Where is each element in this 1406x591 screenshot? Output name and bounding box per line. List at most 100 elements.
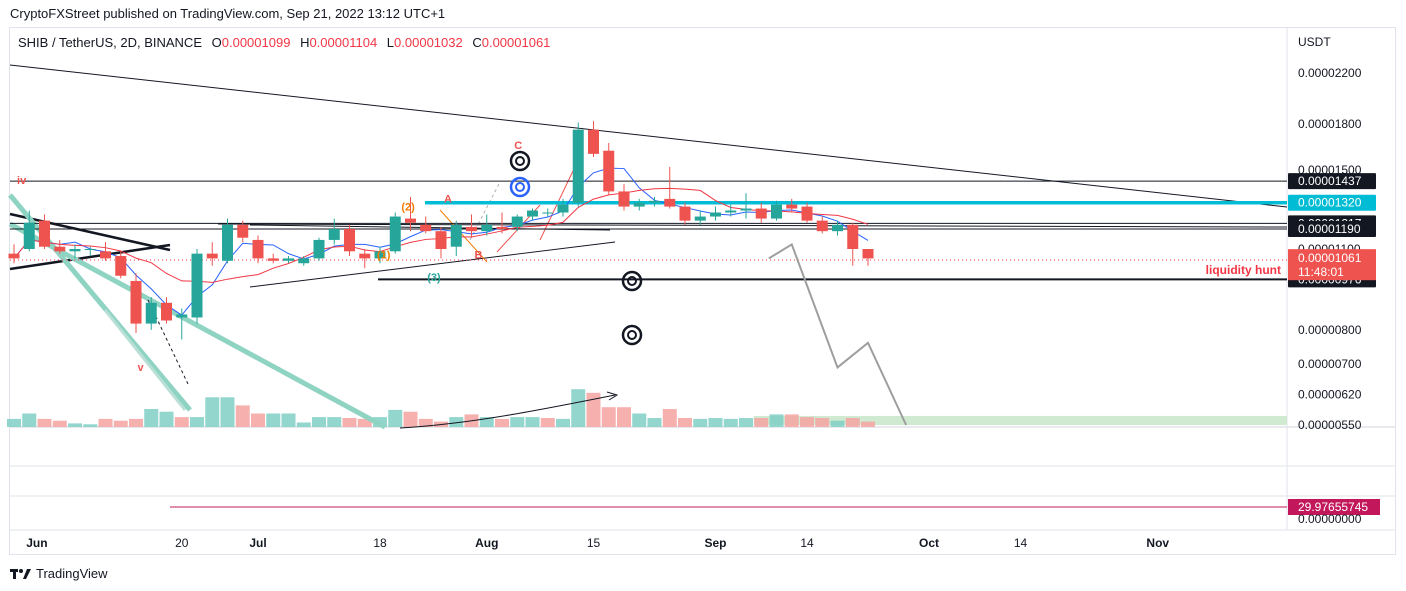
volume-bar <box>52 420 67 427</box>
volume-bar <box>540 418 555 427</box>
candle-body <box>542 212 554 214</box>
volume-bar <box>37 418 52 427</box>
candle-body <box>481 224 493 232</box>
volume-bar <box>418 418 433 427</box>
low-label: L <box>386 35 395 50</box>
volume-bar <box>693 418 708 427</box>
volume-bar <box>190 417 204 427</box>
open-label: O <box>211 35 222 50</box>
wave-label: iv <box>17 175 27 187</box>
candle-body <box>694 216 706 221</box>
level-price-badge-bg <box>1288 194 1376 211</box>
candle-body <box>206 253 218 259</box>
volume-bar <box>251 413 265 427</box>
volume-bar <box>678 418 692 427</box>
target-marker-blue <box>509 176 531 198</box>
volume-bar <box>845 418 860 427</box>
candle-body <box>786 204 798 209</box>
level-price-badge: 0.00001320 <box>1298 196 1362 210</box>
candle-body <box>603 150 615 192</box>
volume-bar <box>83 424 98 427</box>
low-value: 0.00001032 <box>394 35 463 50</box>
y-tick-label: 0.00000620 <box>1298 388 1362 402</box>
x-tick-label: 20 <box>175 536 189 550</box>
volume-bar <box>129 418 143 427</box>
x-tick-label: Jun <box>26 536 47 550</box>
liquidity-hunt-note: liquidity hunt <box>1206 263 1281 277</box>
high-label: H <box>300 35 310 50</box>
close-label: C <box>472 35 482 50</box>
volume-bar <box>525 417 540 427</box>
volume-bar <box>312 417 326 427</box>
volume-bar <box>739 418 753 427</box>
symbol-legend[interactable]: SHIB / TetherUS, 2D, BINANCE O0.00001099… <box>18 35 550 50</box>
publish-info: CryptoFXStreet published on TradingView.… <box>10 6 446 21</box>
candles <box>8 121 874 340</box>
target-marker-inner <box>627 330 637 340</box>
chart-frame <box>9 27 1396 555</box>
candle-body <box>115 256 127 276</box>
rsi-value-label: 29.97655745 <box>1298 500 1368 514</box>
candle-body <box>466 226 477 232</box>
close-value: 0.00001061 <box>481 35 551 50</box>
volume-bar <box>479 417 494 427</box>
volume-bar <box>708 418 723 427</box>
candle-body <box>649 200 660 203</box>
volume-bar <box>220 397 235 427</box>
rsi-badge-bg <box>1288 499 1380 515</box>
volume-bar <box>632 413 647 427</box>
candle-body <box>420 224 432 232</box>
volume-bar <box>571 389 586 427</box>
volume-arrow <box>399 394 616 429</box>
volume-bar <box>800 417 814 427</box>
y-tick-label: 0.00000800 <box>1298 323 1362 337</box>
wave-label: (1) <box>377 249 391 261</box>
volume-bar <box>556 418 570 427</box>
volume-bar <box>296 422 311 427</box>
candle-body <box>450 224 462 247</box>
wave-label: (3) <box>427 272 441 284</box>
volume-bar <box>281 413 296 427</box>
open-value: 0.00001099 <box>221 35 291 50</box>
tradingview-logo-icon <box>10 568 31 579</box>
volume-bar <box>174 417 189 427</box>
candle-body <box>618 191 630 207</box>
candle-body <box>389 216 401 252</box>
triangle-bottom <box>249 241 616 288</box>
target-marker-inner <box>515 156 525 166</box>
candle-body <box>100 251 111 259</box>
candle-body <box>252 239 264 259</box>
candle-body <box>8 253 20 259</box>
volume-bar <box>754 418 769 427</box>
volume-bar <box>815 418 830 427</box>
candle-body <box>23 222 35 249</box>
target-marker <box>621 270 643 292</box>
tradingview-brand[interactable]: TradingView <box>10 566 108 581</box>
y-tick-label: 0.00002200 <box>1298 66 1362 80</box>
time-axis: Jun 20 Jul 18 Aug 15 Sep 14 Oct 14 Nov <box>26 536 1169 550</box>
wave-label: (2) <box>401 202 415 214</box>
wave-label: B <box>475 249 483 261</box>
volume-bar <box>144 409 159 427</box>
volume-bar <box>98 418 113 427</box>
volume-bar <box>647 418 662 427</box>
candle-body <box>862 249 874 259</box>
candle-body <box>664 198 676 207</box>
target-marker-inner <box>627 276 637 286</box>
volume-bar <box>830 420 845 427</box>
drawings <box>8 64 1288 430</box>
wave-label: A <box>444 194 452 206</box>
volume-bar <box>769 414 784 427</box>
target-marker <box>621 324 643 346</box>
candle-body <box>130 280 142 324</box>
level-price-badge-bg <box>1288 221 1376 238</box>
symbol-name: SHIB / TetherUS, 2D, BINANCE <box>18 35 202 50</box>
volume-bar <box>601 407 616 427</box>
x-tick-label: Oct <box>919 536 939 550</box>
projection-path <box>768 242 908 426</box>
wave-label: C <box>514 140 522 152</box>
wave-leg <box>439 209 488 263</box>
candle-body <box>374 251 386 259</box>
candle-body <box>39 220 50 247</box>
